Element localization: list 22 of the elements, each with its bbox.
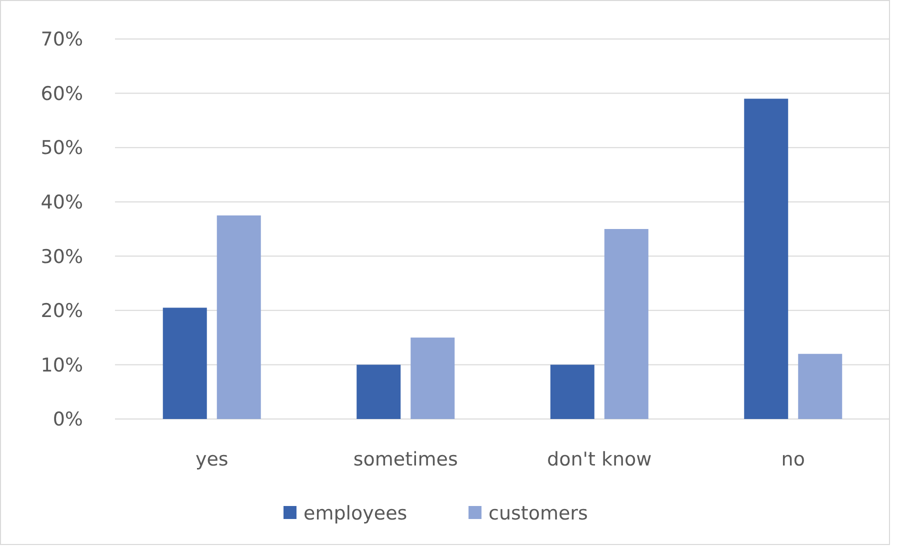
bar (798, 354, 842, 419)
legend-label: customers (488, 502, 588, 525)
legend-label: employees (304, 502, 408, 525)
bar (550, 364, 594, 419)
bar (744, 98, 788, 419)
y-tick-label: 50% (40, 137, 83, 160)
y-tick-label: 0% (52, 408, 83, 431)
y-tick-label: 30% (40, 246, 83, 268)
x-tick-label: no (781, 448, 805, 471)
y-tick-label: 10% (40, 354, 83, 376)
bar (356, 364, 401, 419)
y-tick-label: 40% (40, 192, 83, 214)
y-tick-label: 20% (40, 300, 83, 322)
bar (216, 215, 261, 419)
y-tick-label: 70% (40, 28, 83, 51)
bar (410, 338, 455, 419)
y-tick-label: 60% (40, 82, 83, 105)
x-tick-label: don't know (547, 448, 652, 471)
bar (604, 229, 648, 419)
x-tick-label: sometimes (353, 448, 458, 471)
x-tick-label: yes (195, 448, 228, 471)
bar (162, 308, 207, 419)
